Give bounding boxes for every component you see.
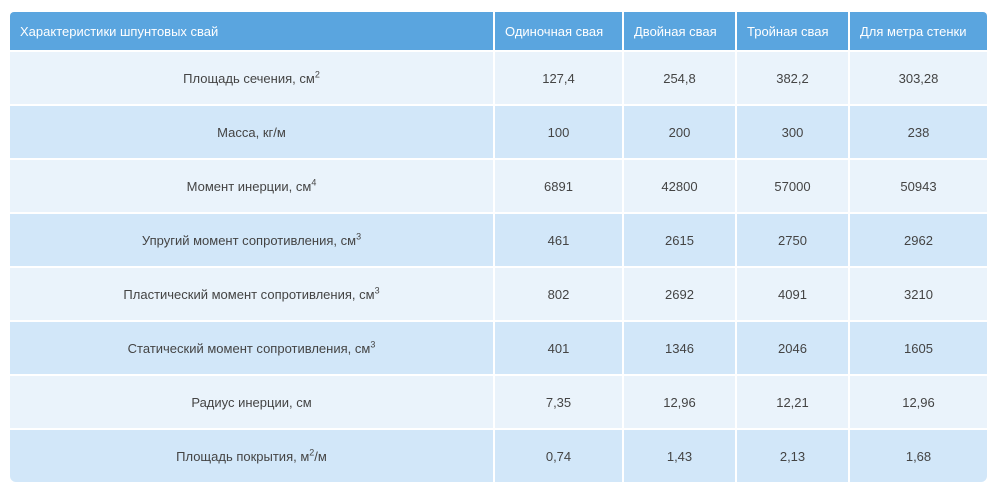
table-row: Статический момент сопротивления, см3 401… <box>10 320 987 374</box>
triple-pile-value: 2750 <box>737 212 850 266</box>
sheet-pile-specs-table: Характеристики шпунтовых свай Одиночная … <box>10 12 987 482</box>
table-header: Характеристики шпунтовых свай Одиночная … <box>10 12 987 50</box>
unit-exponent: 3 <box>370 339 376 350</box>
row-label: Масса, кг/м <box>10 104 495 158</box>
triple-pile-value: 300 <box>737 104 850 158</box>
double-pile-value: 1346 <box>624 320 737 374</box>
row-label: Статический момент сопротивления, см3 <box>10 320 495 374</box>
header-single-pile: Одиночная свая <box>495 12 624 50</box>
row-label-text: Статический момент сопротивления, см <box>127 340 371 356</box>
row-label: Пластический момент сопротивления, см3 <box>10 266 495 320</box>
row-label-text: Момент инерции, см <box>186 178 312 194</box>
row-label-text: Упругий момент сопротивления, см <box>141 232 357 248</box>
table-row: Пластический момент сопротивления, см3 80… <box>10 266 987 320</box>
per-meter-wall-value: 303,28 <box>850 50 987 104</box>
sheet-pile-specs-container: Характеристики шпунтовых свай Одиночная … <box>10 12 987 482</box>
per-meter-wall-value: 50943 <box>850 158 987 212</box>
single-pile-value: 0,74 <box>495 428 624 482</box>
row-label-text: Площадь сечения, см <box>183 70 315 86</box>
unit-exponent: 2 <box>309 447 315 458</box>
unit-exponent: 3 <box>374 285 380 296</box>
row-label-text: Площадь покрытия, м <box>176 448 310 464</box>
double-pile-value: 12,96 <box>624 374 737 428</box>
row-label-text: Пластический момент сопротивления, см <box>123 286 375 302</box>
triple-pile-value: 382,2 <box>737 50 850 104</box>
triple-pile-value: 12,21 <box>737 374 850 428</box>
unit-exponent: 3 <box>356 231 362 242</box>
header-triple-pile: Тройная свая <box>737 12 850 50</box>
unit-suffix: /м <box>314 448 327 464</box>
triple-pile-value: 2046 <box>737 320 850 374</box>
row-label: Площадь покрытия, м2/м <box>10 428 495 482</box>
double-pile-value: 254,8 <box>624 50 737 104</box>
per-meter-wall-value: 1,68 <box>850 428 987 482</box>
row-label: Радиус инерции, см <box>10 374 495 428</box>
row-label-text: Масса, кг/м <box>217 124 286 140</box>
double-pile-value: 2615 <box>624 212 737 266</box>
row-label-text: Радиус инерции, см <box>191 394 312 410</box>
table-row: Масса, кг/м 100 200 300 238 <box>10 104 987 158</box>
table-body: Площадь сечения, см2 127,4 254,8 382,2 303,2… <box>10 50 987 482</box>
unit-exponent: 4 <box>311 177 317 188</box>
triple-pile-value: 4091 <box>737 266 850 320</box>
triple-pile-value: 2,13 <box>737 428 850 482</box>
double-pile-value: 2692 <box>624 266 737 320</box>
per-meter-wall-value: 1605 <box>850 320 987 374</box>
header-characteristics: Характеристики шпунтовых свай <box>10 12 495 50</box>
table-row: Площадь покрытия, м2/м 0,74 1,43 2,13 1,68 <box>10 428 987 482</box>
single-pile-value: 461 <box>495 212 624 266</box>
double-pile-value: 1,43 <box>624 428 737 482</box>
header-per-meter-wall: Для метра стенки <box>850 12 987 50</box>
per-meter-wall-value: 12,96 <box>850 374 987 428</box>
row-label: Момент инерции, см4 <box>10 158 495 212</box>
single-pile-value: 401 <box>495 320 624 374</box>
per-meter-wall-value: 2962 <box>850 212 987 266</box>
table-row: Упругий момент сопротивления, см3 461 2615… <box>10 212 987 266</box>
header-double-pile: Двойная свая <box>624 12 737 50</box>
table-row: Площадь сечения, см2 127,4 254,8 382,2 303,2… <box>10 50 987 104</box>
single-pile-value: 127,4 <box>495 50 624 104</box>
table-row: Момент инерции, см4 6891 42800 57000 50943 <box>10 158 987 212</box>
single-pile-value: 802 <box>495 266 624 320</box>
per-meter-wall-value: 3210 <box>850 266 987 320</box>
per-meter-wall-value: 238 <box>850 104 987 158</box>
row-label: Площадь сечения, см2 <box>10 50 495 104</box>
triple-pile-value: 57000 <box>737 158 850 212</box>
row-label: Упругий момент сопротивления, см3 <box>10 212 495 266</box>
double-pile-value: 200 <box>624 104 737 158</box>
single-pile-value: 6891 <box>495 158 624 212</box>
single-pile-value: 100 <box>495 104 624 158</box>
table-row: Радиус инерции, см 7,35 12,96 12,21 12,96 <box>10 374 987 428</box>
single-pile-value: 7,35 <box>495 374 624 428</box>
double-pile-value: 42800 <box>624 158 737 212</box>
header-row: Характеристики шпунтовых свай Одиночная … <box>10 12 987 50</box>
unit-exponent: 2 <box>314 69 320 80</box>
